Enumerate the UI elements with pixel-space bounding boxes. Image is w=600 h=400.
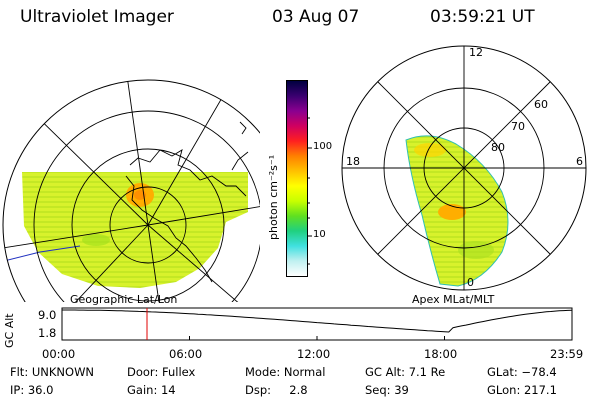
info-gain: Gain: 14 bbox=[127, 383, 176, 397]
colorbar-tick-100: 100 bbox=[313, 141, 333, 152]
latitude-grid bbox=[33, 110, 260, 302]
info-dsp: Dsp: 2.8 bbox=[245, 383, 308, 397]
coastline bbox=[129, 149, 247, 197]
colorbar-ticks bbox=[307, 117, 312, 265]
mlt-label-6: 6 bbox=[576, 155, 583, 168]
altitude-plot-frame bbox=[61, 307, 573, 341]
xtick-2359: 23:59 bbox=[550, 347, 584, 361]
geographic-map bbox=[2, 79, 260, 302]
time-label: 03:59:21 UT bbox=[430, 7, 535, 27]
info-glat: GLat: −78.4 bbox=[487, 365, 557, 379]
geo-map-caption: Geographic Lat/Lon bbox=[70, 293, 178, 306]
polar-map bbox=[341, 45, 587, 291]
longitude-grid bbox=[3, 80, 260, 302]
xtick-0000: 00:00 bbox=[42, 347, 76, 361]
info-ip: IP: 36.0 bbox=[10, 383, 54, 397]
altitude-plot bbox=[61, 307, 573, 341]
altitude-ymin: 1.8 bbox=[38, 326, 57, 340]
xtick-0600: 06:00 bbox=[169, 347, 203, 361]
info-seq: Seq: 39 bbox=[365, 383, 409, 397]
instrument-title: Ultraviolet Imager bbox=[20, 7, 174, 27]
mlt-label-18: 18 bbox=[346, 155, 360, 168]
info-door: Door: Fullex bbox=[127, 365, 196, 379]
xtick-1800: 18:00 bbox=[424, 347, 458, 361]
mlat-label-80: 80 bbox=[491, 141, 505, 154]
colorbar bbox=[286, 80, 308, 277]
polar-map-border bbox=[341, 45, 587, 291]
info-mode: Mode: Normal bbox=[245, 365, 326, 379]
mlat-label-70: 70 bbox=[511, 120, 525, 133]
mlt-label-12: 12 bbox=[469, 46, 483, 59]
altitude-x-ticks bbox=[61, 336, 573, 340]
mlt-label-0: 0 bbox=[467, 276, 474, 289]
xtick-1200: 12:00 bbox=[297, 347, 331, 361]
colorbar-gradient bbox=[287, 81, 307, 276]
geo-aurora-image bbox=[22, 172, 248, 288]
altitude-ylabel: GC Alt bbox=[3, 313, 16, 348]
info-filter: Flt: UNKNOWN bbox=[10, 365, 95, 379]
mlat-label-60: 60 bbox=[534, 98, 548, 111]
altitude-curve bbox=[62, 309, 573, 333]
date-label: 03 Aug 07 bbox=[272, 7, 360, 27]
geo-map-border bbox=[2, 79, 260, 302]
polar-map-caption: Apex MLat/MLT bbox=[412, 293, 495, 306]
colorbar-unit-label: photon cm⁻²s⁻¹ bbox=[267, 154, 280, 240]
info-gc-alt: GC Alt: 7.1 Re bbox=[365, 365, 446, 379]
altitude-ymax: 9.0 bbox=[38, 308, 57, 322]
colorbar-tick-10: 10 bbox=[313, 229, 326, 240]
mlt-lines bbox=[342, 46, 586, 290]
info-glon: GLon: 217.1 bbox=[487, 383, 557, 397]
